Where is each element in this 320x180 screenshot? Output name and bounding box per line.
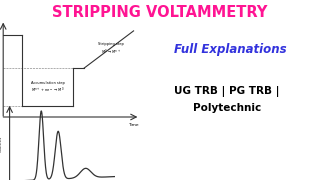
Text: Time: Time — [128, 123, 139, 127]
Text: Accumulation step
$M^{n+}$ + ne$^-$ → $M^0$: Accumulation step $M^{n+}$ + ne$^-$ → $M… — [31, 81, 65, 95]
Text: Full Explanations: Full Explanations — [174, 43, 287, 56]
Text: Stripping step
$M^0$ → $M^{n+}$: Stripping step $M^0$ → $M^{n+}$ — [98, 42, 124, 57]
Text: STRIPPING VOLTAMMETRY: STRIPPING VOLTAMMETRY — [52, 5, 268, 20]
Text: Current: Current — [0, 135, 3, 152]
Text: UG TRB | PG TRB |
Polytechnic: UG TRB | PG TRB | Polytechnic — [174, 86, 280, 113]
